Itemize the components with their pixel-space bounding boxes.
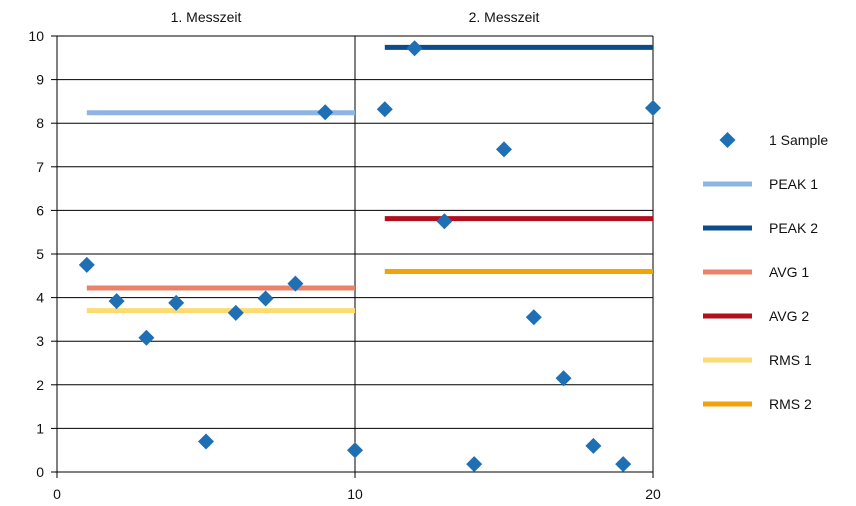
legend-item: PEAK 1 xyxy=(703,176,818,192)
sample-point xyxy=(645,99,661,116)
sample-point xyxy=(406,40,423,57)
sample-point xyxy=(138,329,155,346)
legend-item: 1 Sample xyxy=(719,132,828,148)
legend-label: PEAK 2 xyxy=(769,220,818,236)
sample-point xyxy=(78,256,95,273)
legend-item: RMS 1 xyxy=(703,352,812,368)
sample-point xyxy=(525,309,542,326)
sample-points xyxy=(78,40,661,473)
x-tick-label: 20 xyxy=(645,486,661,502)
sample-point xyxy=(466,456,483,473)
legend-item: RMS 2 xyxy=(703,396,812,412)
series-lines xyxy=(86,44,653,314)
sample-point xyxy=(317,104,334,121)
sample-point xyxy=(436,213,453,230)
y-tick-label: 1 xyxy=(36,420,44,436)
y-tick-label: 7 xyxy=(36,159,44,175)
sample-point xyxy=(168,294,185,311)
section-labels: 1. Messzeit 2. Messzeit xyxy=(171,9,540,25)
sample-point xyxy=(257,290,274,307)
legend-label: RMS 2 xyxy=(769,396,812,412)
legend-marker xyxy=(719,132,736,148)
sample-point xyxy=(496,141,512,158)
legend-label: AVG 2 xyxy=(769,308,809,324)
legend: 1 Sample PEAK 1 PEAK 2 AVG 1 AVG 2 RMS 1 RMS 2 xyxy=(703,132,828,412)
legend-item: PEAK 2 xyxy=(703,220,818,236)
legend-item: AVG 1 xyxy=(703,264,809,280)
legend-label: RMS 1 xyxy=(769,352,812,368)
y-tick-label: 9 xyxy=(36,72,44,88)
sample-point xyxy=(376,101,393,118)
y-tick-label: 10 xyxy=(28,28,44,44)
sample-point xyxy=(585,437,602,454)
sample-point xyxy=(347,442,363,459)
axes: 0 1 2 3 4 5 6 7 8 9 10 0 10 20 xyxy=(28,28,661,502)
y-tick-label: 3 xyxy=(36,333,44,349)
section-label-2: 2. Messzeit xyxy=(469,9,540,25)
sample-point xyxy=(227,304,244,321)
legend-item: AVG 2 xyxy=(703,308,809,324)
sample-point xyxy=(615,456,632,473)
y-tick-label: 5 xyxy=(36,246,44,262)
y-tick-label: 8 xyxy=(36,115,44,131)
y-tick-label: 4 xyxy=(36,290,44,306)
section-label-1: 1. Messzeit xyxy=(171,9,242,25)
y-tick-label: 2 xyxy=(36,377,44,393)
sample-point xyxy=(108,293,125,310)
legend-label: AVG 1 xyxy=(769,264,809,280)
x-tick-label: 0 xyxy=(53,486,61,502)
legend-label: PEAK 1 xyxy=(769,176,818,192)
legend-label: 1 Sample xyxy=(769,132,828,148)
y-tick-label: 0 xyxy=(36,464,44,480)
sample-point xyxy=(198,433,214,450)
y-tick-label: 6 xyxy=(36,202,44,218)
sample-point xyxy=(287,275,304,292)
sample-point xyxy=(555,370,572,387)
x-tick-label: 10 xyxy=(347,486,363,502)
